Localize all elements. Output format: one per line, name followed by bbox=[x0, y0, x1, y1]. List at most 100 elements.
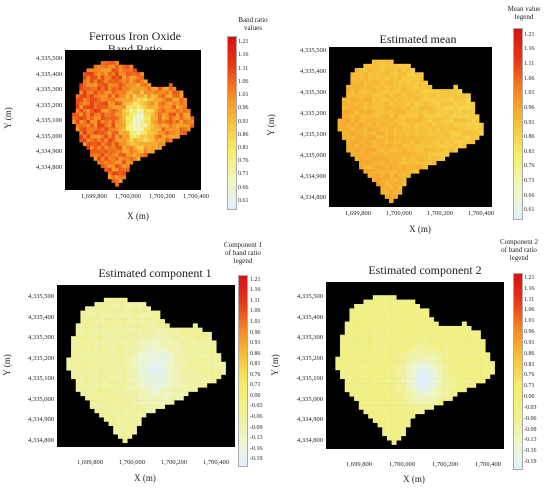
raster-cell bbox=[480, 343, 486, 349]
raster-cell bbox=[113, 302, 119, 307]
raster-cell bbox=[444, 131, 450, 136]
raster-cell bbox=[382, 356, 388, 362]
raster-cell bbox=[376, 122, 381, 128]
raster-cell bbox=[80, 327, 86, 333]
raster-cell bbox=[363, 409, 369, 415]
raster-cell bbox=[174, 340, 180, 345]
raster-cell bbox=[131, 302, 137, 307]
raster-cell bbox=[161, 108, 166, 113]
raster-cell bbox=[363, 148, 368, 153]
legend-title: Component 1 of band ratio legend bbox=[213, 241, 273, 265]
legend-tick-label: 0.86 bbox=[524, 134, 535, 141]
raster-cell bbox=[169, 340, 175, 345]
raster-cell bbox=[143, 127, 148, 132]
raster-cell bbox=[164, 395, 170, 401]
raster-cell bbox=[150, 374, 156, 380]
raster-cell bbox=[401, 110, 407, 115]
raster-cell bbox=[405, 369, 411, 375]
raster-cell bbox=[79, 90, 84, 95]
raster-cell bbox=[164, 331, 170, 337]
raster-cell bbox=[457, 110, 463, 115]
raster-cell bbox=[155, 348, 161, 354]
raster-cell bbox=[391, 440, 397, 445]
raster-cell bbox=[94, 319, 100, 324]
raster-cell bbox=[104, 138, 109, 143]
raster-cell bbox=[141, 408, 147, 414]
raster-cell bbox=[429, 356, 435, 362]
raster-cell bbox=[104, 68, 109, 73]
raster-cell bbox=[410, 405, 416, 410]
raster-cell bbox=[419, 114, 424, 119]
raster-cell bbox=[389, 131, 394, 136]
raster-cell bbox=[211, 340, 217, 345]
raster-cell bbox=[136, 412, 142, 418]
raster-cell bbox=[393, 190, 398, 195]
raster-cell bbox=[419, 374, 425, 379]
legend-tick-label: 0.71 bbox=[524, 177, 535, 184]
raster-cell bbox=[350, 101, 356, 107]
raster-cell bbox=[183, 101, 187, 106]
raster-cell bbox=[438, 391, 444, 397]
raster-cell bbox=[122, 417, 128, 422]
raster-cell bbox=[136, 105, 141, 110]
raster-cell bbox=[169, 366, 175, 371]
raster-cell bbox=[75, 127, 80, 132]
raster-cell bbox=[150, 86, 155, 91]
raster-cell bbox=[444, 135, 450, 140]
raster-cell bbox=[161, 101, 166, 106]
raster-cell bbox=[401, 156, 407, 161]
raster-cell bbox=[94, 408, 100, 414]
legend-title-line: of band ratio bbox=[501, 246, 537, 254]
raster-cell bbox=[197, 348, 203, 354]
raster-cell bbox=[216, 357, 222, 363]
raster-cell bbox=[99, 302, 105, 307]
raster-cell bbox=[97, 120, 102, 124]
raster-cell bbox=[175, 94, 180, 99]
raster-cell bbox=[452, 347, 458, 353]
raster-cell bbox=[146, 370, 151, 375]
raster-cell bbox=[354, 378, 360, 384]
raster-cell bbox=[391, 321, 397, 327]
raster-cell bbox=[150, 97, 155, 102]
raster-cell bbox=[158, 134, 162, 139]
raster-cell bbox=[359, 80, 364, 86]
raster-cell bbox=[90, 116, 94, 121]
raster-cell bbox=[371, 169, 377, 174]
raster-cell bbox=[118, 175, 123, 180]
raster-cell bbox=[136, 142, 141, 147]
raster-cell bbox=[72, 112, 77, 117]
raster-cell bbox=[104, 61, 109, 66]
raster-cell bbox=[103, 395, 109, 401]
raster-cell bbox=[436, 131, 441, 136]
raster-cell bbox=[419, 312, 425, 318]
raster-cell bbox=[115, 83, 119, 88]
raster-cell bbox=[113, 429, 119, 435]
raster-cell bbox=[103, 361, 109, 367]
raster-cell bbox=[93, 156, 98, 161]
raster-cell bbox=[82, 75, 87, 80]
raster-cell bbox=[431, 148, 437, 153]
legend-tick-label: 1.16 bbox=[250, 287, 261, 294]
raster-cell bbox=[410, 356, 416, 362]
raster-cell bbox=[363, 72, 368, 77]
raster-cell bbox=[414, 110, 420, 115]
raster-cell bbox=[470, 131, 476, 136]
map-area bbox=[326, 282, 504, 449]
raster-cell bbox=[131, 395, 137, 401]
raster-cell bbox=[382, 369, 388, 375]
raster-cell bbox=[410, 383, 416, 388]
raster-cell bbox=[419, 369, 425, 375]
raster-cell bbox=[447, 378, 453, 384]
raster-cell bbox=[354, 152, 360, 157]
raster-cell bbox=[444, 105, 450, 111]
raster-cell bbox=[359, 84, 364, 90]
raster-cell bbox=[354, 352, 360, 358]
raster-cell bbox=[82, 86, 87, 91]
raster-cell bbox=[93, 64, 98, 69]
raster-cell bbox=[118, 123, 123, 128]
raster-cell bbox=[346, 105, 351, 111]
raster-cell bbox=[371, 68, 377, 73]
raster-cell bbox=[143, 97, 148, 102]
raster-cell bbox=[164, 361, 170, 367]
raster-cell bbox=[127, 361, 133, 367]
